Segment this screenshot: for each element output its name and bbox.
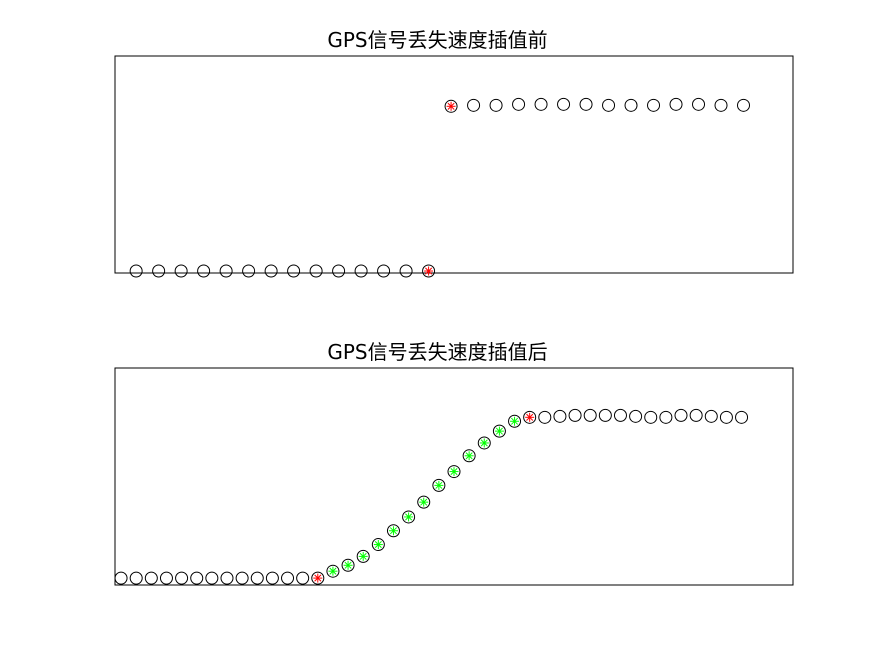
- point-samples-bottom-18: [613, 408, 627, 422]
- point-samples-top-20: [624, 98, 638, 112]
- point-samples-top-10: [354, 264, 368, 278]
- point-samples-top-24: [714, 98, 728, 112]
- point-samples-bottom-7: [220, 571, 234, 585]
- point-samples-top-4: [219, 264, 233, 278]
- point-samples-top-16: [534, 97, 548, 111]
- plot-frame-top: [114, 55, 794, 274]
- point-samples-top-21: [647, 98, 661, 112]
- point-samples-top-12: [399, 264, 413, 278]
- point-samples-top-3: [197, 264, 211, 278]
- point-interpolated-bottom-12: [508, 414, 522, 428]
- point-samples-top-23: [692, 97, 706, 111]
- point-gap-endpoints-bottom-0: [311, 571, 325, 585]
- point-gap-endpoints-bottom-1: [523, 410, 537, 424]
- point-samples-bottom-14: [553, 409, 567, 423]
- point-gap-endpoints-top-0: [422, 264, 436, 278]
- point-samples-top-6: [264, 264, 278, 278]
- point-samples-bottom-8: [235, 571, 249, 585]
- point-samples-bottom-4: [175, 571, 189, 585]
- chart-title-top: GPS信号丢失速度插值前: [327, 28, 548, 52]
- point-interpolated-bottom-8: [447, 465, 461, 479]
- point-samples-top-13: [467, 98, 481, 112]
- point-samples-bottom-15: [568, 408, 582, 422]
- point-samples-bottom-10: [265, 571, 279, 585]
- point-interpolated-bottom-7: [432, 478, 446, 492]
- point-samples-bottom-21: [659, 410, 673, 424]
- point-samples-bottom-20: [644, 410, 658, 424]
- point-interpolated-bottom-9: [462, 449, 476, 463]
- plot-frame-bottom: [114, 367, 794, 586]
- point-samples-bottom-5: [190, 571, 204, 585]
- point-samples-top-11: [377, 264, 391, 278]
- point-interpolated-bottom-5: [402, 510, 416, 524]
- point-samples-top-9: [332, 264, 346, 278]
- point-interpolated-bottom-0: [326, 564, 340, 578]
- point-samples-top-14: [489, 98, 503, 112]
- point-samples-bottom-9: [250, 571, 264, 585]
- scatter-marks-bottom: [114, 408, 749, 585]
- point-interpolated-bottom-1: [341, 558, 355, 572]
- point-samples-top-15: [512, 97, 526, 111]
- point-samples-bottom-22: [674, 408, 688, 422]
- point-samples-bottom-17: [598, 408, 612, 422]
- point-interpolated-bottom-3: [371, 538, 385, 552]
- point-samples-bottom-6: [205, 571, 219, 585]
- point-interpolated-bottom-10: [477, 436, 491, 450]
- point-samples-bottom-25: [719, 410, 733, 424]
- point-samples-top-17: [557, 97, 571, 111]
- scatter-marks-top: [129, 97, 751, 278]
- point-samples-bottom-16: [583, 408, 597, 422]
- point-samples-top-2: [174, 264, 188, 278]
- point-samples-top-18: [579, 97, 593, 111]
- point-samples-bottom-24: [704, 409, 718, 423]
- point-samples-bottom-12: [296, 571, 310, 585]
- point-samples-bottom-23: [689, 408, 703, 422]
- point-samples-bottom-2: [144, 571, 158, 585]
- point-samples-top-22: [669, 97, 683, 111]
- point-samples-bottom-11: [281, 571, 295, 585]
- chart-title-bottom: GPS信号丢失速度插值后: [327, 340, 548, 364]
- point-gap-endpoints-top-1: [444, 99, 458, 113]
- point-samples-bottom-3: [159, 571, 173, 585]
- point-samples-top-19: [602, 98, 616, 112]
- point-interpolated-bottom-11: [492, 424, 506, 438]
- point-samples-top-8: [309, 264, 323, 278]
- point-samples-bottom-13: [538, 410, 552, 424]
- point-samples-top-7: [287, 264, 301, 278]
- point-samples-top-0: [129, 264, 143, 278]
- point-samples-top-5: [242, 264, 256, 278]
- point-samples-bottom-26: [735, 410, 749, 424]
- point-samples-bottom-0: [114, 571, 128, 585]
- point-interpolated-bottom-6: [417, 495, 431, 509]
- point-interpolated-bottom-4: [386, 524, 400, 538]
- point-samples-top-1: [152, 264, 166, 278]
- point-samples-bottom-19: [629, 409, 643, 423]
- point-samples-bottom-1: [129, 571, 143, 585]
- point-interpolated-bottom-2: [356, 549, 370, 563]
- point-samples-top-25: [737, 98, 751, 112]
